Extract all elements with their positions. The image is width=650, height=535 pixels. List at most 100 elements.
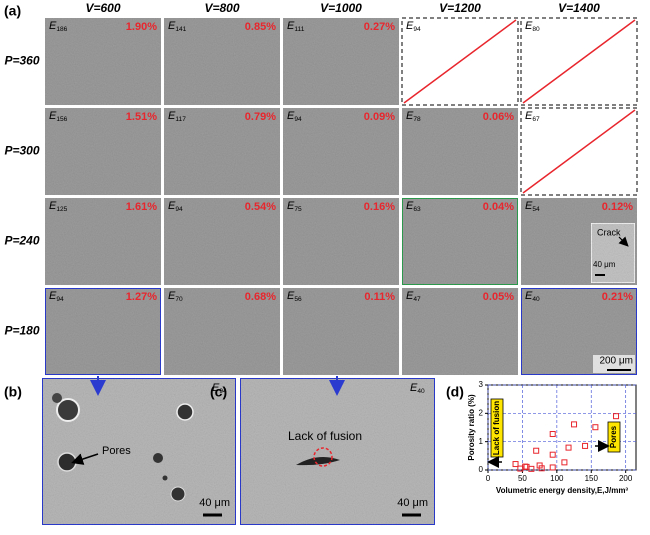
annotation: Pores	[102, 445, 131, 457]
x-tick-label: 150	[585, 474, 599, 483]
energy-symbol: E	[168, 20, 176, 32]
micrograph	[45, 198, 161, 285]
energy-symbol: E	[49, 290, 57, 302]
x-tick-label: 50	[518, 474, 527, 483]
energy-subscript: 70	[175, 296, 183, 303]
porosity-label: 0.16%	[364, 201, 395, 213]
micrograph	[164, 108, 280, 195]
energy-label: E40	[525, 290, 540, 303]
micrograph	[44, 287, 162, 376]
energy-subscript: 94	[219, 388, 227, 395]
porosity-label: 0.68%	[245, 291, 276, 303]
annotation: Lack of fusion	[492, 401, 501, 455]
porosity-label: 0.05%	[483, 291, 514, 303]
energy-symbol: E	[49, 200, 57, 212]
porosity-label: 0.06%	[483, 111, 514, 123]
data-point	[592, 424, 599, 431]
energy-symbol: E	[287, 290, 295, 302]
energy-label: E67	[525, 110, 540, 123]
row-header: P=300	[4, 144, 39, 158]
x-tick-label: 100	[550, 474, 564, 483]
energy-subscript: 54	[532, 206, 540, 213]
micrograph	[283, 288, 399, 375]
energy-symbol: E	[168, 290, 176, 302]
panel-label: (a)	[4, 3, 21, 19]
porosity-label: 0.04%	[483, 201, 514, 213]
x-tick-label: 200	[619, 474, 633, 483]
annotation: Lack of fusion	[288, 429, 362, 443]
data-point	[523, 463, 530, 470]
micrograph	[283, 18, 399, 105]
data-point	[582, 442, 589, 449]
energy-subscript: 94	[413, 26, 421, 33]
micrograph	[45, 18, 161, 105]
energy-label: E56	[287, 290, 302, 303]
porosity-label: 0.21%	[602, 291, 633, 303]
micrograph	[164, 288, 280, 375]
row-header: P=360	[4, 54, 39, 68]
energy-symbol: E	[525, 20, 533, 32]
energy-label: E75	[287, 200, 302, 213]
scale-bg	[593, 355, 635, 373]
energy-subscript: 47	[413, 296, 421, 303]
energy-label: E80	[525, 20, 540, 33]
energy-subscript: 141	[175, 26, 186, 33]
x-axis-label: Volumetric energy density,E,J/mm³	[496, 486, 629, 495]
energy-subscript: 117	[175, 116, 186, 123]
micrograph	[164, 198, 280, 285]
porosity-label: 0.27%	[364, 21, 395, 33]
panel-label: (d)	[446, 384, 464, 400]
energy-subscript: 111	[294, 26, 304, 33]
panel-b	[41, 377, 237, 526]
energy-symbol: E	[287, 20, 295, 32]
energy-label: E141	[168, 20, 187, 33]
energy-subscript: 78	[413, 116, 421, 123]
data-point	[571, 421, 578, 428]
y-tick-label: 2	[479, 408, 484, 417]
energy-subscript: 56	[294, 296, 302, 303]
y-tick-label: 3	[479, 380, 484, 389]
porosity-label: 0.54%	[245, 201, 276, 213]
porosity-label: 0.85%	[245, 21, 276, 33]
data-point	[549, 451, 556, 458]
scale-label: 40 μm	[397, 497, 428, 509]
data-point	[561, 459, 568, 466]
energy-label: E70	[168, 290, 183, 303]
energy-label: E117	[168, 110, 186, 123]
energy-label: E111	[287, 20, 305, 33]
porosity-label: 0.11%	[364, 291, 395, 303]
energy-label: E156	[49, 110, 68, 123]
y-axis-label: Porosity ratio (%)	[467, 394, 476, 461]
energy-label: E94	[168, 200, 183, 213]
data-point	[549, 431, 556, 438]
data-point	[549, 464, 556, 471]
panel-label: (c)	[210, 384, 227, 400]
energy-label: E94	[406, 20, 421, 33]
micrograph	[283, 108, 399, 195]
energy-label: E63	[406, 200, 421, 213]
porosity-label: 1.61%	[126, 201, 157, 213]
panel-c	[239, 377, 436, 526]
energy-subscript: 94	[175, 206, 183, 213]
energy-symbol: E	[525, 290, 533, 302]
y-tick-label: 1	[479, 437, 484, 446]
energy-subscript: 94	[56, 296, 64, 303]
porosity-label: 0.09%	[364, 111, 395, 123]
diagonal	[522, 19, 636, 104]
energy-symbol: E	[406, 20, 414, 32]
energy-symbol: E	[406, 200, 414, 212]
energy-subscript: 94	[294, 116, 302, 123]
energy-label: E94	[212, 382, 227, 395]
energy-symbol: E	[212, 382, 220, 394]
energy-symbol: E	[49, 20, 57, 32]
column-header: V=800	[204, 1, 239, 15]
energy-subscript: 125	[56, 206, 67, 213]
annotation-box	[607, 421, 621, 453]
micrograph	[402, 108, 518, 195]
energy-symbol: E	[406, 290, 414, 302]
porosity-label: 0.12%	[602, 201, 633, 213]
micrograph	[283, 198, 399, 285]
energy-subscript: 80	[532, 26, 540, 33]
scale-label: 40 μm	[593, 260, 616, 269]
